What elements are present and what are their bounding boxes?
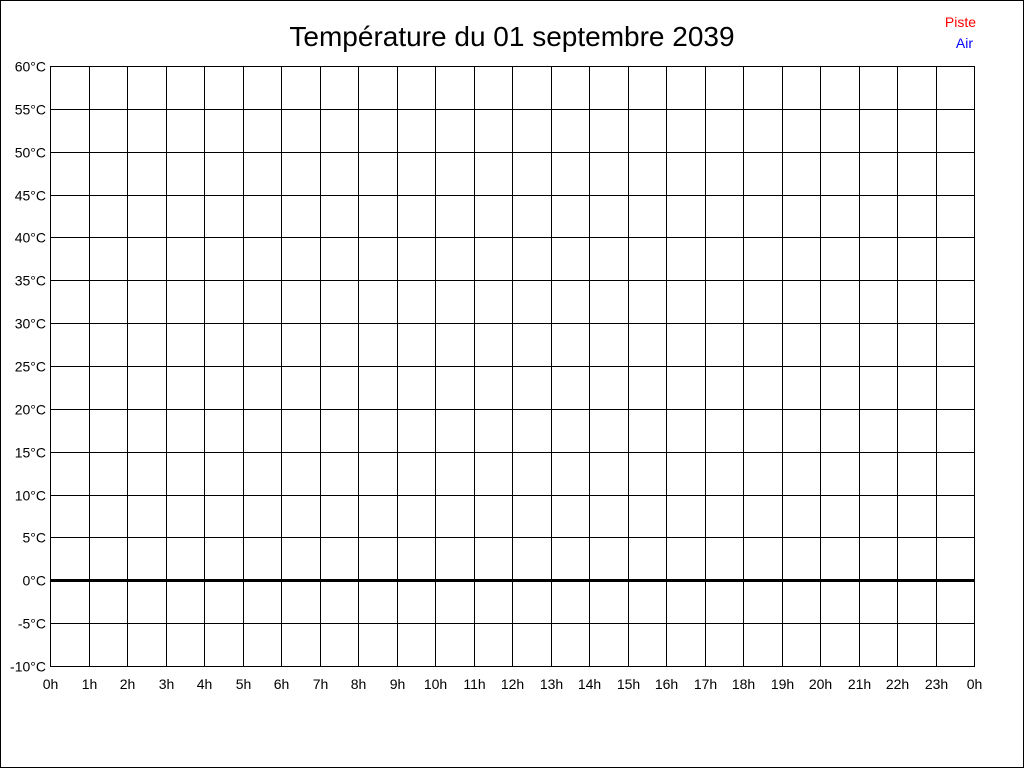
x-tick-label: 4h xyxy=(197,676,213,692)
x-tick-label: 20h xyxy=(809,676,832,692)
y-tick-label: 15°C xyxy=(15,445,46,461)
x-tick-label: 17h xyxy=(694,676,717,692)
y-tick-label: 55°C xyxy=(15,102,46,118)
x-tick-label: 8h xyxy=(351,676,367,692)
y-tick-label: 35°C xyxy=(15,273,46,289)
x-tick-label: 1h xyxy=(82,676,98,692)
x-tick-label: 14h xyxy=(578,676,601,692)
x-tick-label: 16h xyxy=(655,676,678,692)
x-tick-label: 11h xyxy=(463,676,485,692)
y-tick-label: 50°C xyxy=(15,145,46,161)
x-tick-label: 6h xyxy=(274,676,290,692)
x-tick-label: 13h xyxy=(540,676,563,692)
y-tick-label: 40°C xyxy=(15,230,46,246)
y-tick-label: 60°C xyxy=(15,59,46,75)
y-tick-label: -5°C xyxy=(18,616,46,632)
y-tick-label: 45°C xyxy=(15,188,46,204)
x-tick-label: 18h xyxy=(732,676,755,692)
x-tick-label: 10h xyxy=(424,676,447,692)
chart-title: Température du 01 septembre 2039 xyxy=(289,21,734,52)
y-tick-label: 10°C xyxy=(15,488,46,504)
x-tick-label: 19h xyxy=(771,676,794,692)
y-tick-label: -10°C xyxy=(10,659,46,675)
y-tick-label: 30°C xyxy=(15,316,46,332)
y-tick-label: 20°C xyxy=(15,402,46,418)
x-tick-label: 22h xyxy=(886,676,909,692)
x-tick-label: 7h xyxy=(313,676,329,692)
y-tick-label: 25°C xyxy=(15,359,46,375)
x-tick-label: 23h xyxy=(925,676,948,692)
x-tick-label: 21h xyxy=(848,676,871,692)
y-tick-label: 0°C xyxy=(23,573,47,589)
x-tick-label: 5h xyxy=(236,676,252,692)
x-tick-label: 15h xyxy=(617,676,640,692)
x-tick-label: 0h xyxy=(967,676,983,692)
x-tick-label: 9h xyxy=(390,676,406,692)
legend-piste: Piste xyxy=(945,14,976,30)
x-tick-label: 12h xyxy=(501,676,524,692)
legend-air: Air xyxy=(956,35,973,51)
x-tick-label: 0h xyxy=(43,676,59,692)
x-tick-label: 2h xyxy=(120,676,136,692)
x-tick-label: 3h xyxy=(159,676,175,692)
y-tick-label: 5°C xyxy=(23,530,47,546)
